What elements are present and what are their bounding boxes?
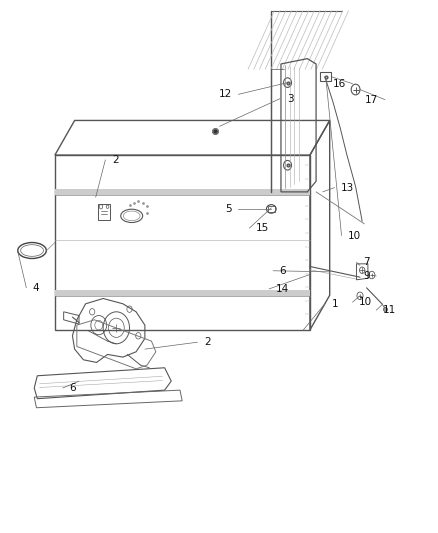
Text: 4: 4 xyxy=(33,283,39,293)
Text: 16: 16 xyxy=(332,79,345,88)
Text: 17: 17 xyxy=(364,95,378,104)
Text: 3: 3 xyxy=(286,94,293,103)
Text: 6: 6 xyxy=(69,383,76,393)
Polygon shape xyxy=(55,290,309,296)
Text: 9: 9 xyxy=(362,271,369,281)
Text: 14: 14 xyxy=(275,284,288,294)
Text: 5: 5 xyxy=(225,204,231,214)
Text: 10: 10 xyxy=(358,297,371,307)
Text: 1: 1 xyxy=(331,299,337,309)
Text: 13: 13 xyxy=(340,183,353,192)
Text: 15: 15 xyxy=(255,223,268,233)
Text: 2: 2 xyxy=(112,155,118,165)
Text: 6: 6 xyxy=(279,266,286,276)
Text: 2: 2 xyxy=(204,337,210,347)
Text: 7: 7 xyxy=(362,257,369,267)
Text: 12: 12 xyxy=(218,90,231,99)
Polygon shape xyxy=(55,189,309,195)
Text: 10: 10 xyxy=(347,231,360,240)
Text: 11: 11 xyxy=(382,305,395,315)
